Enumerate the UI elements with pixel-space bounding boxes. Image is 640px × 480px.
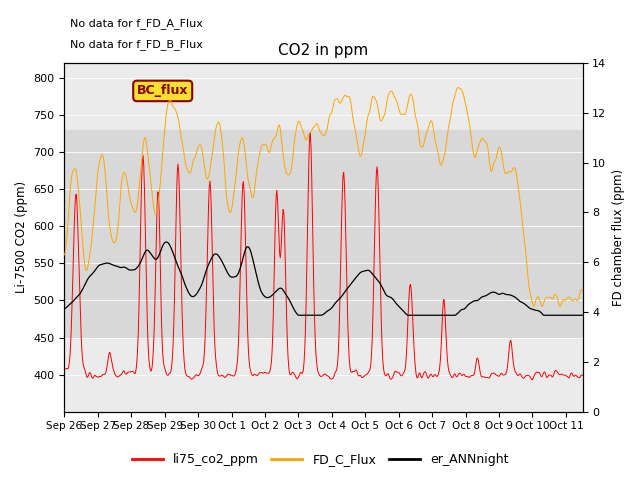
Y-axis label: Li-7500 CO2 (ppm): Li-7500 CO2 (ppm): [15, 181, 28, 293]
Title: CO2 in ppm: CO2 in ppm: [278, 43, 369, 58]
Y-axis label: FD chamber flux (ppm): FD chamber flux (ppm): [612, 169, 625, 306]
Bar: [65, 130, 582, 337]
Text: BC_flux: BC_flux: [137, 84, 188, 97]
Text: No data for f_FD_A_Flux: No data for f_FD_A_Flux: [70, 18, 202, 29]
Legend: li75_co2_ppm, FD_C_Flux, er_ANNnight: li75_co2_ppm, FD_C_Flux, er_ANNnight: [127, 448, 513, 471]
Text: No data for f_FD_B_Flux: No data for f_FD_B_Flux: [70, 39, 202, 49]
